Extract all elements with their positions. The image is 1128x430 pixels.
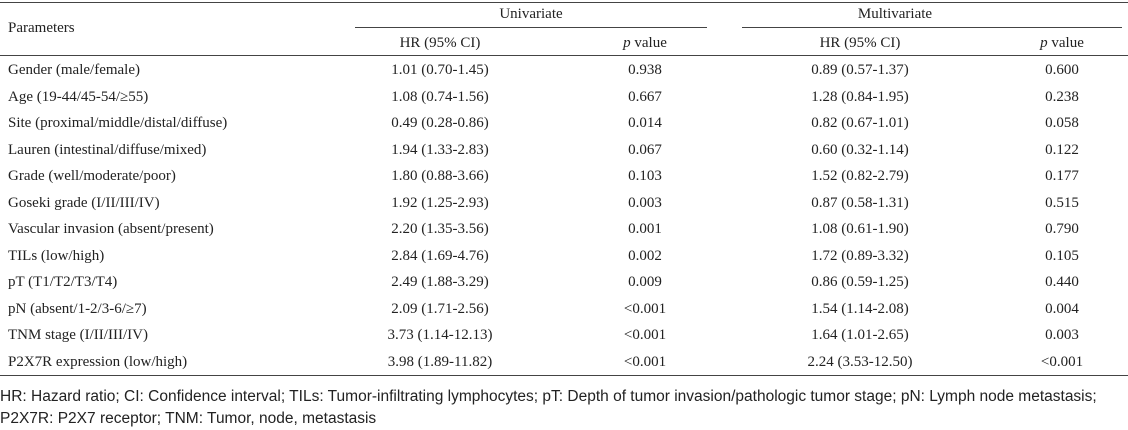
cell: 1.08 (0.61-1.90) bbox=[811, 221, 909, 237]
cell: 2.20 (1.35-3.56) bbox=[391, 221, 489, 237]
cell: <0.001 bbox=[623, 300, 667, 317]
cell: 0.49 (0.28-0.86) bbox=[391, 115, 489, 131]
cell: 0.177 bbox=[1045, 168, 1079, 184]
cell: 1.80 (0.88-3.66) bbox=[391, 168, 489, 184]
sub-header: p value bbox=[1040, 35, 1084, 51]
sub-header: p value bbox=[623, 35, 667, 51]
cell: 2.09 (1.71-2.56) bbox=[391, 300, 489, 317]
row-label: pT (T1/T2/T3/T4) bbox=[8, 274, 118, 290]
cell: 0.600 bbox=[1045, 62, 1079, 78]
row-label: TILs (low/high) bbox=[8, 247, 105, 264]
footnote: HR: Hazard ratio; CI: Confidence interva… bbox=[0, 388, 1097, 427]
cell: 1.52 (0.82-2.79) bbox=[811, 168, 909, 184]
cell: 0.014 bbox=[628, 115, 662, 131]
column-header: Parameters bbox=[8, 20, 75, 36]
cell: 0.067 bbox=[628, 141, 662, 158]
cell: 0.938 bbox=[628, 62, 662, 78]
cell: <0.001 bbox=[623, 353, 667, 370]
cell: 0.003 bbox=[628, 194, 662, 211]
cell: 1.28 (0.84-1.95) bbox=[811, 88, 909, 105]
row-label: Grade (well/moderate/poor) bbox=[8, 168, 176, 184]
cell: 0.002 bbox=[628, 247, 662, 264]
cell: 0.058 bbox=[1045, 115, 1079, 131]
row-label: Site (proximal/middle/distal/diffuse) bbox=[8, 115, 228, 131]
cell: <0.001 bbox=[1040, 353, 1084, 370]
row-label: Age (19-44/45-54/≥55) bbox=[8, 88, 149, 105]
cell: 1.92 (1.25-2.93) bbox=[391, 194, 489, 211]
cell: 0.82 (0.67-1.01) bbox=[811, 115, 909, 131]
cell: 0.440 bbox=[1045, 274, 1079, 290]
top-rule bbox=[0, 2, 1128, 3]
cell: 1.94 (1.33-2.83) bbox=[391, 141, 489, 158]
row-label: Gender (male/female) bbox=[8, 62, 141, 78]
cell: 3.73 (1.14-12.13) bbox=[387, 327, 493, 343]
cell: 2.49 (1.88-3.29) bbox=[391, 274, 489, 290]
cell: 0.515 bbox=[1045, 194, 1079, 211]
cell: 1.72 (0.89-3.32) bbox=[811, 247, 909, 264]
cell: 0.60 (0.32-1.14) bbox=[811, 141, 909, 158]
group-header: Univariate bbox=[499, 6, 563, 22]
group-rule bbox=[355, 27, 707, 28]
cell: 0.003 bbox=[1045, 327, 1079, 343]
cell: 0.86 (0.59-1.25) bbox=[811, 274, 909, 290]
cell: 0.790 bbox=[1045, 221, 1079, 237]
cell: 0.667 bbox=[628, 88, 662, 105]
header-rule bbox=[0, 55, 1128, 56]
cell: 0.122 bbox=[1045, 141, 1079, 158]
group-rule bbox=[742, 27, 1122, 28]
cell: 0.103 bbox=[628, 168, 662, 184]
cell: 0.238 bbox=[1045, 88, 1079, 105]
sub-header: HR (95% CI) bbox=[819, 35, 901, 51]
row-label: Lauren (intestinal/diffuse/mixed) bbox=[8, 141, 207, 158]
row-label: pN (absent/1-2/3-6/≥7) bbox=[8, 300, 147, 317]
cell: 0.87 (0.58-1.31) bbox=[811, 194, 909, 211]
cell: 0.004 bbox=[1045, 300, 1079, 317]
cell: <0.001 bbox=[623, 327, 667, 343]
row-label: Goseki grade (I/II/III/IV) bbox=[8, 194, 160, 211]
cell: 3.98 (1.89-11.82) bbox=[387, 353, 493, 370]
cell: 2.84 (1.69-4.76) bbox=[391, 247, 489, 264]
cell: 1.64 (1.01-2.65) bbox=[811, 327, 909, 343]
cell: 2.24 (3.53-12.50) bbox=[807, 353, 913, 370]
cell: 1.08 (0.74-1.56) bbox=[391, 88, 489, 105]
cell: 0.009 bbox=[628, 274, 662, 290]
group-header: Multivariate bbox=[857, 6, 933, 22]
cell: 0.89 (0.57-1.37) bbox=[811, 62, 909, 78]
sub-header: HR (95% CI) bbox=[399, 35, 481, 51]
row-label: TNM stage (I/II/III/IV) bbox=[8, 327, 148, 343]
row-label: P2X7R expression (low/high) bbox=[8, 353, 188, 370]
cell: 1.01 (0.70-1.45) bbox=[391, 62, 489, 78]
cell: 0.001 bbox=[628, 221, 662, 237]
cell: 1.54 (1.14-2.08) bbox=[811, 300, 909, 317]
bottom-rule bbox=[0, 375, 1128, 376]
cell: 0.105 bbox=[1045, 247, 1079, 264]
row-label: Vascular invasion (absent/present) bbox=[8, 221, 214, 237]
